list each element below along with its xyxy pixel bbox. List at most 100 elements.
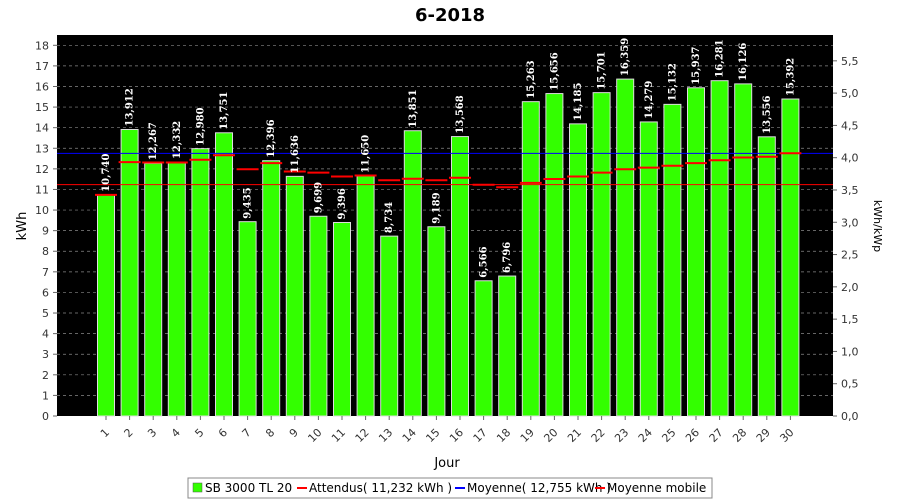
bar bbox=[285, 175, 304, 417]
x-tick-label: 19 bbox=[518, 426, 537, 445]
x-tick-label: 27 bbox=[707, 426, 726, 445]
bar bbox=[521, 101, 540, 417]
y2-tick-label: 4,0 bbox=[841, 152, 859, 165]
x-tick-label: 8 bbox=[263, 426, 277, 440]
y-tick-label: 18 bbox=[35, 39, 49, 52]
x-tick-label: 16 bbox=[447, 426, 466, 445]
y2-tick-label: 3,0 bbox=[841, 216, 859, 229]
y-tick-label: 10 bbox=[35, 204, 49, 217]
y2-tick-label: 2,5 bbox=[841, 249, 859, 262]
legend-label: Attendus( 11,232 kWh ) bbox=[309, 481, 452, 495]
bar bbox=[592, 92, 611, 417]
data-label: 15,392 bbox=[785, 58, 796, 96]
bar bbox=[687, 87, 705, 417]
data-label: 6,796 bbox=[502, 242, 513, 273]
y2-tick-label: 0,5 bbox=[841, 378, 859, 391]
data-label: 13,556 bbox=[762, 96, 773, 134]
bar bbox=[144, 162, 163, 417]
y-tick-label: 13 bbox=[35, 142, 49, 155]
legend-box bbox=[187, 477, 713, 499]
y-tick-label: 5 bbox=[42, 307, 49, 320]
x-tick-label: 6 bbox=[216, 426, 230, 440]
x-tick-label: 17 bbox=[471, 426, 490, 445]
data-label: 13,568 bbox=[455, 95, 466, 133]
bar bbox=[215, 132, 233, 417]
x-axis-label: Jour bbox=[433, 456, 460, 471]
x-tick-label: 13 bbox=[376, 426, 395, 445]
x-tick-label: 25 bbox=[659, 426, 678, 445]
y2-axis-label: kWh/kWp bbox=[871, 200, 884, 252]
bar bbox=[262, 160, 281, 417]
y2-tick-label: 3,5 bbox=[841, 184, 859, 197]
data-label: 10,740 bbox=[101, 154, 112, 192]
bar bbox=[309, 215, 328, 417]
x-tick-label: 11 bbox=[329, 426, 348, 445]
x-tick-label: 3 bbox=[145, 426, 159, 440]
y-tick-label: 11 bbox=[35, 183, 49, 196]
bar bbox=[97, 194, 115, 417]
y-tick-label: 0 bbox=[42, 410, 49, 423]
data-label: 12,267 bbox=[148, 122, 159, 160]
y2-tick-label: 2,0 bbox=[841, 281, 859, 294]
y2-tick-label: 4,5 bbox=[841, 119, 859, 132]
x-tick-label: 22 bbox=[589, 426, 608, 445]
bar bbox=[639, 121, 658, 417]
data-label: 9,189 bbox=[431, 192, 442, 223]
data-label: 9,699 bbox=[313, 182, 324, 213]
data-label: 12,980 bbox=[195, 107, 206, 145]
data-label: 11,650 bbox=[361, 135, 372, 173]
x-tick-label: 7 bbox=[240, 426, 254, 440]
y-tick-label: 8 bbox=[42, 245, 49, 258]
data-label: 13,851 bbox=[408, 89, 419, 127]
y-tick-label: 4 bbox=[42, 328, 49, 341]
x-tick-label: 21 bbox=[565, 426, 584, 445]
x-tick-label: 30 bbox=[777, 426, 796, 445]
x-tick-label: 29 bbox=[754, 426, 773, 445]
data-label: 14,279 bbox=[644, 81, 655, 119]
bar bbox=[120, 128, 139, 417]
y2-tick-label: 1,0 bbox=[841, 345, 859, 358]
bar bbox=[616, 78, 635, 417]
data-label: 15,937 bbox=[691, 46, 702, 84]
bar bbox=[734, 83, 753, 417]
bar bbox=[167, 161, 186, 417]
data-label: 16,359 bbox=[620, 38, 631, 76]
data-label: 15,656 bbox=[549, 52, 560, 90]
y2-tick-label: 5,0 bbox=[841, 87, 859, 100]
legend-label: SB 3000 TL 20 bbox=[205, 481, 292, 495]
x-tick-label: 14 bbox=[400, 426, 419, 445]
x-tick-label: 1 bbox=[98, 426, 112, 440]
x-tick-label: 2 bbox=[122, 426, 136, 440]
y-tick-label: 12 bbox=[35, 163, 49, 176]
data-label: 9,396 bbox=[337, 188, 348, 219]
bar bbox=[781, 98, 800, 417]
y-tick-label: 9 bbox=[42, 225, 49, 238]
data-label: 13,751 bbox=[219, 92, 230, 130]
legend-swatch bbox=[192, 482, 203, 493]
y-axis-label: kWh bbox=[15, 212, 30, 241]
bar bbox=[710, 80, 729, 417]
x-tick-label: 23 bbox=[612, 426, 631, 445]
data-label: 6,566 bbox=[479, 246, 490, 277]
legend-label: Moyenne( 12,755 kWh ) bbox=[467, 481, 611, 495]
x-tick-label: 10 bbox=[305, 426, 324, 445]
bar bbox=[474, 280, 493, 417]
data-label: 11,636 bbox=[290, 135, 301, 173]
bar bbox=[356, 175, 375, 417]
bar bbox=[569, 123, 587, 417]
bar bbox=[427, 226, 446, 417]
bar bbox=[238, 221, 257, 417]
y-tick-label: 1 bbox=[42, 389, 49, 402]
data-label: 15,132 bbox=[667, 63, 678, 101]
bar bbox=[498, 275, 517, 417]
x-tick-label: 24 bbox=[636, 426, 655, 445]
data-label: 14,185 bbox=[573, 83, 584, 121]
data-label: 12,332 bbox=[172, 121, 183, 159]
data-label: 8,734 bbox=[384, 202, 395, 233]
data-label: 12,396 bbox=[266, 119, 277, 157]
x-tick-label: 28 bbox=[730, 426, 749, 445]
y2-tick-label: 5,5 bbox=[841, 55, 859, 68]
data-label: 16,281 bbox=[715, 39, 726, 77]
